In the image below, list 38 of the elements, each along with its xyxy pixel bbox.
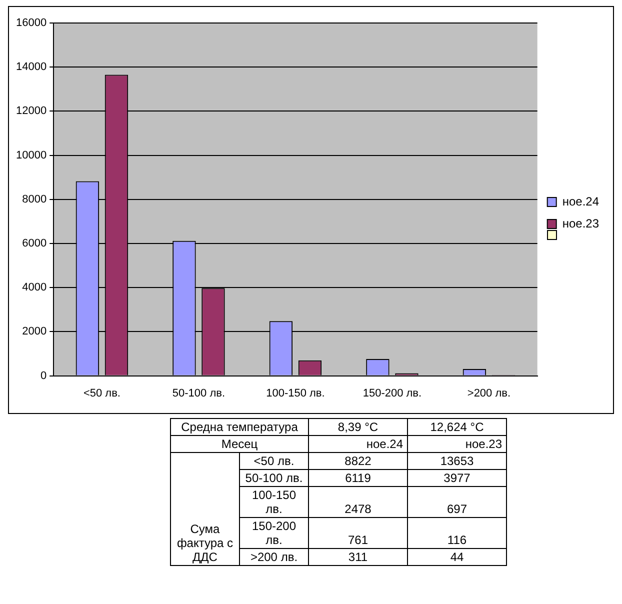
text: 12,624 °C — [408, 418, 506, 436]
text: ное.24 — [366, 437, 403, 451]
y-tick-label: 4000 — [22, 282, 47, 294]
text: 8822 — [308, 452, 408, 470]
y-tick-label: 0 — [40, 370, 47, 382]
y-tick-label: 10000 — [16, 149, 47, 162]
text: Средна температура — [170, 418, 308, 436]
text: 6119 — [308, 470, 408, 486]
category-label: <50 лв. — [254, 454, 294, 468]
y-tick-label: 8000 — [22, 193, 47, 206]
x-tick-label: 100-150 лв. — [266, 387, 325, 400]
text: 13653 — [408, 452, 506, 470]
legend-label: ное.23 — [562, 216, 600, 230]
text: 697 — [408, 486, 506, 518]
text: 761 — [308, 518, 408, 548]
text: Сума фактура с ДДС — [170, 452, 240, 566]
x-tick-label: >200 лв. — [467, 387, 511, 400]
category-label: 50-100 лв. — [245, 471, 303, 485]
text: 311 — [308, 548, 408, 566]
x-tick-label: 50-100 лв. — [172, 387, 226, 400]
y-tick-label: 2000 — [22, 326, 47, 338]
y-tick-label: 16000 — [16, 17, 47, 30]
category-label: 150-200 лв. — [252, 519, 296, 547]
text: Месец — [170, 436, 308, 452]
y-tick-label: 14000 — [16, 61, 47, 74]
category-label: >200 лв. — [250, 550, 298, 564]
text: 116 — [408, 518, 506, 548]
y-tick-label: 12000 — [16, 105, 47, 118]
category-label: 100-150 лв. — [252, 488, 296, 516]
x-tick-label: 150-200 лв. — [362, 387, 422, 400]
x-tick-label: <50 лв. — [83, 387, 120, 400]
text: 2478 — [308, 486, 408, 518]
text: 44 — [408, 548, 506, 566]
y-tick-label: 6000 — [22, 238, 47, 250]
text: 3977 — [408, 470, 506, 486]
legend-label: ное.24 — [562, 194, 600, 208]
text: ное.23 — [465, 437, 502, 451]
text: 8,39 °C — [308, 418, 408, 436]
